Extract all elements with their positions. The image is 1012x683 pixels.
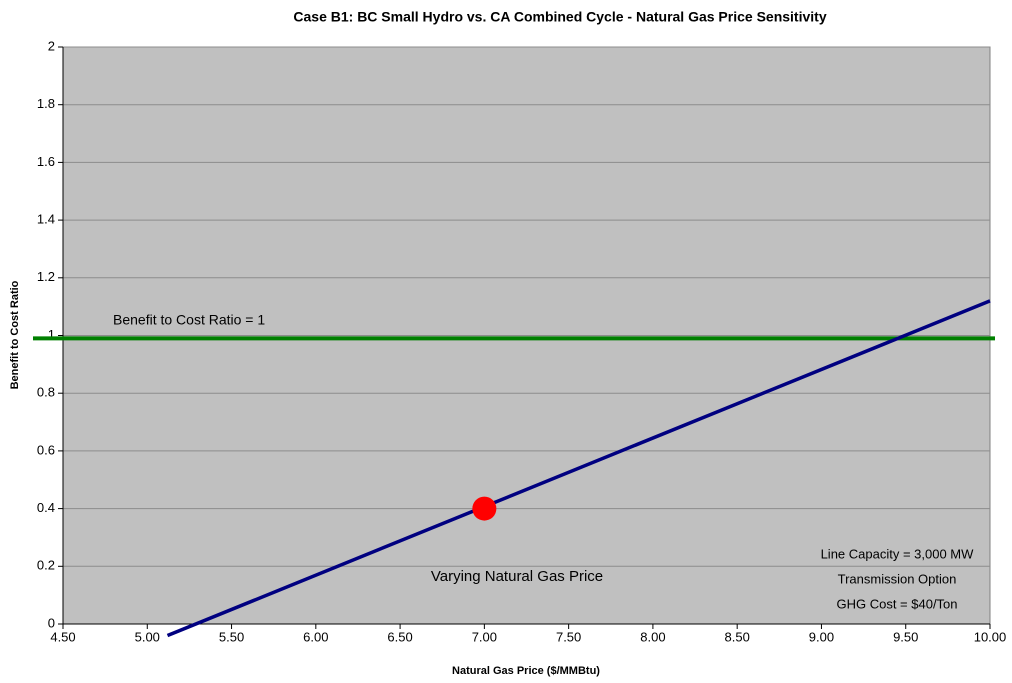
data-line (166, 299, 991, 638)
y-tick-label: 1.4 (37, 212, 55, 227)
y-tick-label: 0 (48, 615, 55, 630)
note: GHG Cost = $40/Ton (836, 596, 957, 611)
y-tick-label: 1 (48, 327, 55, 342)
y-tick-label: 1.2 (37, 269, 55, 284)
note: Line Capacity = 3,000 MW (821, 546, 975, 561)
x-tick-label: 8.50 (725, 629, 750, 644)
y-tick-label: 2 (48, 38, 55, 53)
highlight-point (472, 496, 497, 521)
y-axis-label: Benefit to Cost Ratio (9, 280, 21, 389)
x-tick-label: 6.50 (387, 629, 412, 644)
y-tick-label: 0.2 (37, 558, 55, 573)
x-tick-label: 9.50 (893, 629, 918, 644)
x-tick-label: 7.50 (556, 629, 581, 644)
y-tick-label: 1.6 (37, 154, 55, 169)
x-tick-label: 4.50 (50, 629, 75, 644)
y-tick-label: 1.8 (37, 96, 55, 111)
x-tick-label: 7.00 (472, 629, 497, 644)
x-tick-label: 9.00 (809, 629, 834, 644)
y-tick-label: 0.4 (37, 500, 55, 515)
chart-title: Case B1: BC Small Hydro vs. CA Combined … (293, 9, 826, 25)
reference-label: Benefit to Cost Ratio = 1 (113, 312, 265, 328)
x-tick-label: 6.00 (303, 629, 328, 644)
x-tick-label: 8.00 (640, 629, 665, 644)
note: Transmission Option (838, 571, 957, 586)
x-tick-label: 5.50 (219, 629, 244, 644)
y-tick-label: 0.8 (37, 385, 55, 400)
point-label: Varying Natural Gas Price (431, 568, 603, 585)
x-tick-label: 10.00 (974, 629, 1007, 644)
x-tick-label: 5.00 (135, 629, 160, 644)
y-tick-label: 0.6 (37, 442, 55, 457)
x-axis-label: Natural Gas Price ($/MMBtu) (452, 665, 600, 677)
